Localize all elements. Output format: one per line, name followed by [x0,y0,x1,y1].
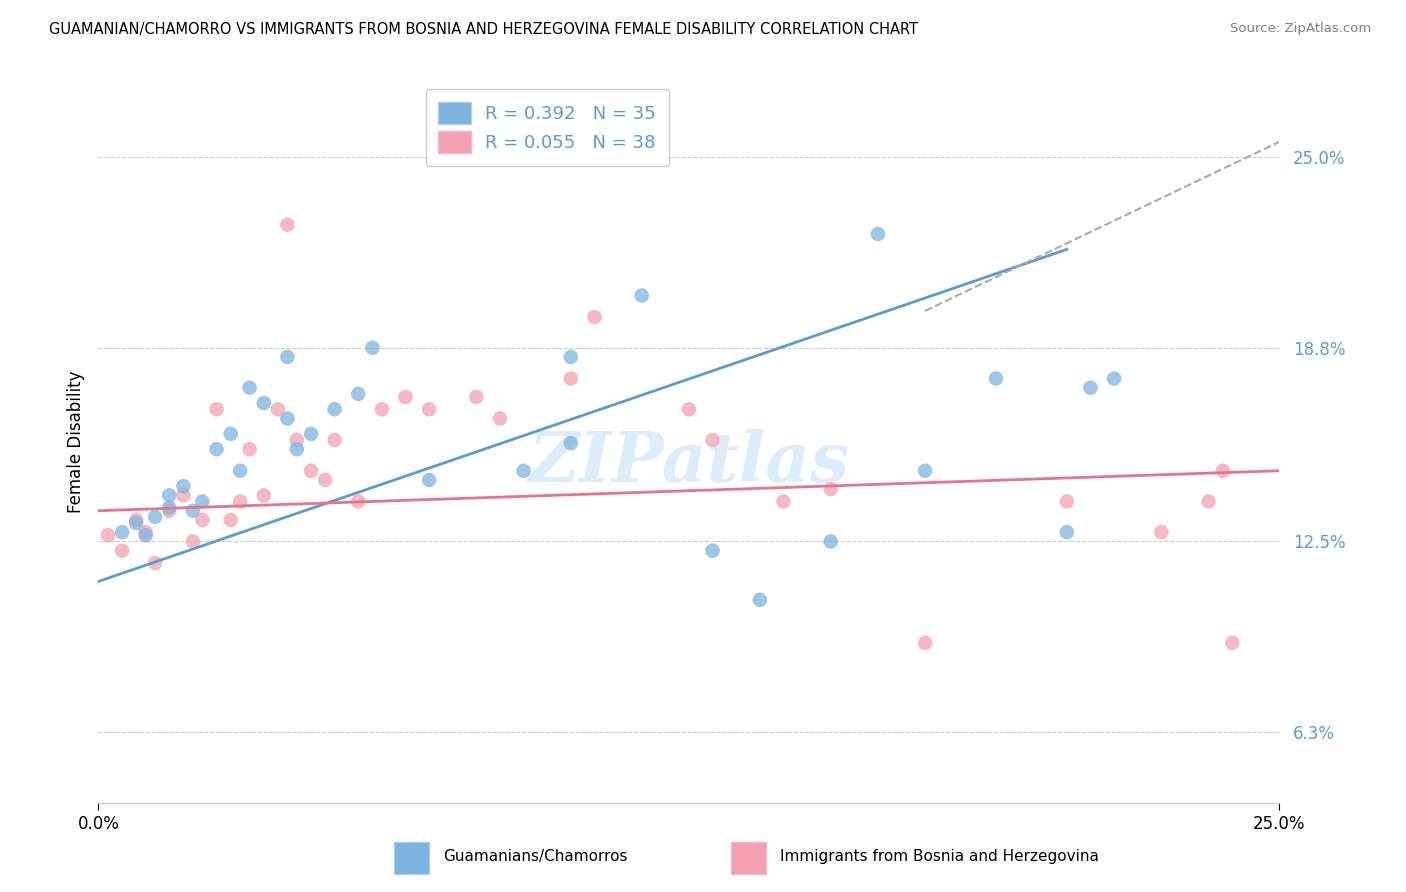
Point [181,534,204,549]
Point [489,411,512,425]
Point [1198,494,1220,508]
Point [465,390,488,404]
Point [172,488,194,502]
Point [143,509,166,524]
Point [111,543,134,558]
Point [276,411,298,425]
FancyBboxPatch shape [394,842,429,874]
Point [347,494,370,508]
Point [239,442,262,457]
Point [1212,464,1234,478]
Point [157,488,180,502]
Point [205,442,228,457]
Point [583,310,606,324]
Text: Source: ZipAtlas.com: Source: ZipAtlas.com [1230,22,1371,36]
Point [984,371,1007,385]
Point [323,433,346,447]
Point [219,426,242,441]
Point [820,534,842,549]
Text: Guamanians/Chamorros: Guamanians/Chamorros [443,849,627,863]
Point [205,402,228,417]
Point [276,350,298,364]
Point [560,436,582,450]
Point [135,525,157,540]
Point [914,464,936,478]
Point [1056,494,1078,508]
Point [276,218,298,232]
Point [125,513,148,527]
Point [512,464,534,478]
Point [219,513,242,527]
Point [866,227,889,241]
Point [229,464,252,478]
Point [371,402,394,417]
Point [361,341,384,355]
Point [191,513,214,527]
Point [191,494,214,508]
Point [97,528,120,542]
Point [157,504,180,518]
Point [143,556,166,570]
Point [285,433,308,447]
Point [181,504,204,518]
Legend: R = 0.392   N = 35, R = 0.055   N = 38: R = 0.392 N = 35, R = 0.055 N = 38 [426,89,669,166]
Text: ZIPatlas: ZIPatlas [529,429,849,497]
Point [253,396,276,410]
Point [253,488,276,502]
FancyBboxPatch shape [731,842,766,874]
Point [229,494,252,508]
Point [299,426,322,441]
Point [560,350,582,364]
Point [630,288,652,302]
Point [1220,636,1243,650]
Point [914,636,936,650]
Point [678,402,700,417]
Point [299,464,322,478]
Point [772,494,794,508]
Point [418,402,440,417]
Point [323,402,346,417]
Point [157,500,180,515]
Point [418,473,440,487]
Point [135,528,157,542]
Text: Immigrants from Bosnia and Herzegovina: Immigrants from Bosnia and Herzegovina [780,849,1099,863]
Point [1102,371,1125,385]
Point [125,516,148,530]
Point [820,482,842,496]
Y-axis label: Female Disability: Female Disability [66,370,84,513]
Point [285,442,308,457]
Point [702,433,724,447]
Point [1056,525,1078,540]
Point [267,402,290,417]
Text: GUAMANIAN/CHAMORRO VS IMMIGRANTS FROM BOSNIA AND HERZEGOVINA FEMALE DISABILITY C: GUAMANIAN/CHAMORRO VS IMMIGRANTS FROM BO… [49,22,918,37]
Point [560,371,582,385]
Point [314,473,336,487]
Point [239,381,262,395]
Point [394,390,416,404]
Point [347,387,370,401]
Point [748,593,770,607]
Point [1150,525,1173,540]
Point [172,479,194,493]
Point [702,543,724,558]
Point [1080,381,1102,395]
Point [111,525,134,540]
